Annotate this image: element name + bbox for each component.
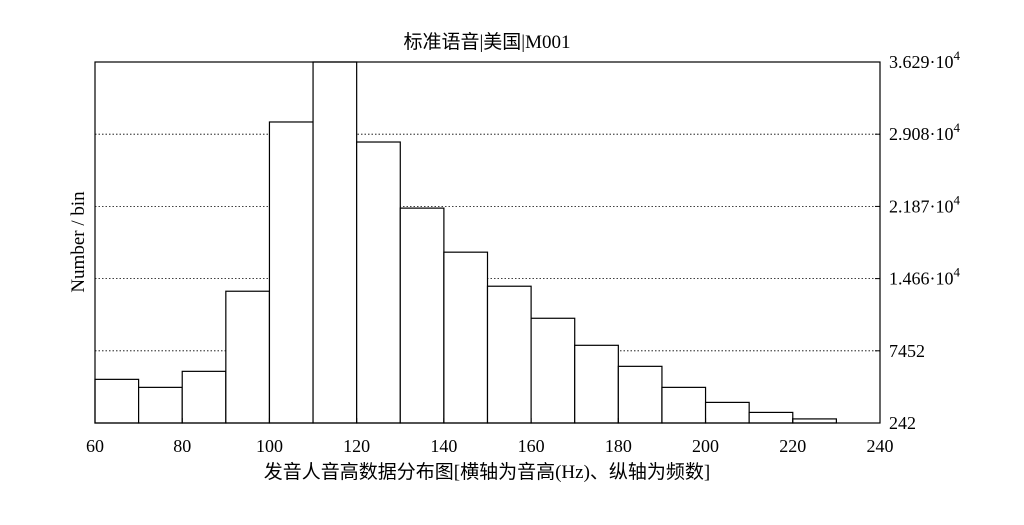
histogram-bar — [661, 386, 707, 424]
histogram-bar — [399, 207, 445, 424]
y-tick-label: 7452 — [889, 341, 925, 361]
histogram-bar — [181, 370, 227, 424]
x-axis-label: 发音人音高数据分布图[横轴为音高(Hz)、纵轴为频数] — [264, 461, 710, 483]
plot-frame — [94, 61, 881, 424]
y-tick-label: 3.629·104 — [889, 48, 961, 72]
chart-title: 标准语音|美国|M001 — [403, 31, 570, 53]
histogram-bar — [486, 285, 532, 424]
x-tick-label: 120 — [343, 436, 370, 456]
x-tick-label: 180 — [605, 436, 632, 456]
histogram-bar — [574, 344, 619, 424]
histogram-bar — [704, 401, 750, 424]
histogram-bar — [138, 386, 183, 424]
histogram-bar — [94, 378, 140, 424]
y-axis-ticks: 242 7452 1.466·104 2.187·104 2.908·104 3.629·… — [875, 48, 961, 433]
y-tick-label: 1.466·104 — [889, 265, 961, 289]
histogram-bars — [94, 61, 837, 424]
x-tick-label: 60 — [86, 436, 104, 456]
histogram-bar — [617, 365, 663, 424]
x-tick-label: 140 — [430, 436, 457, 456]
y-tick-label: 2.908·104 — [889, 120, 961, 144]
y-axis-label: Number / bin — [68, 191, 89, 293]
x-tick-label: 100 — [256, 436, 283, 456]
histogram-bar — [443, 251, 489, 424]
histogram-bar — [748, 411, 794, 424]
histogram-bar — [312, 61, 358, 424]
y-tick-label: 242 — [889, 413, 916, 433]
histogram-bar — [530, 317, 576, 424]
histogram-bar — [225, 290, 271, 424]
histogram-bar — [792, 418, 837, 424]
x-tick-label: 200 — [692, 436, 719, 456]
y-tick-label: 2.187·104 — [889, 192, 961, 216]
x-tick-label: 220 — [779, 436, 806, 456]
x-tick-label: 80 — [173, 436, 191, 456]
x-axis-ticks: 60 80 100 120 140 160 180 200 220 240 — [86, 418, 894, 456]
x-tick-label: 240 — [867, 436, 894, 456]
x-tick-label: 160 — [518, 436, 545, 456]
histogram-bar — [268, 121, 314, 424]
histogram-bar — [356, 141, 401, 424]
